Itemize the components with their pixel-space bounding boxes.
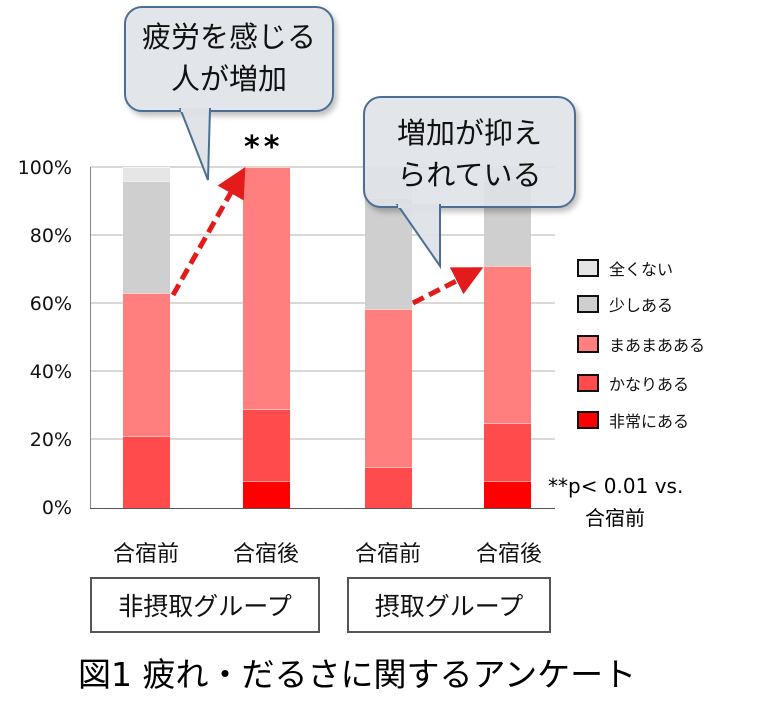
legend-label: かなりある (609, 375, 690, 394)
legend-item-very: 非常にある (577, 408, 689, 432)
y-tick-0: 0% (41, 497, 72, 519)
callout1-line1: 疲労を感じる (141, 20, 316, 54)
legend-item-quite: かなりある (577, 371, 689, 395)
y-tick-20: 20% (29, 429, 72, 451)
gridline (90, 438, 555, 440)
callout-increase-suppressed: 増加が抑え られている (363, 96, 576, 208)
bar-segment (243, 167, 290, 410)
bar-segment (484, 422, 531, 481)
bar-segment (484, 480, 531, 508)
y-tick-40: 40% (29, 361, 72, 383)
gridline (90, 234, 555, 236)
bar-segment (123, 436, 170, 508)
x-axis (90, 508, 555, 509)
bar-segment (123, 180, 170, 294)
y-tick-60: 60% (29, 293, 72, 315)
bar-segment (365, 197, 412, 309)
legend-swatch-icon (577, 259, 599, 277)
x-label: 合宿前 (112, 542, 179, 567)
legend-label: まあまあある (609, 336, 706, 355)
legend-swatch-icon (577, 411, 599, 429)
suppressed-arrow-icon (411, 267, 484, 306)
gridline (90, 302, 555, 304)
y-tick-100: 100% (17, 157, 72, 179)
legend-swatch-icon (577, 335, 599, 353)
y-axis (90, 167, 91, 508)
legend-swatch-icon (577, 295, 599, 313)
x-label: 合宿前 (354, 542, 421, 567)
callout2-line2: られている (397, 158, 542, 192)
legend-label: 非常にある (609, 412, 690, 431)
footnote-line1: **p< 0.01 vs. (548, 474, 684, 498)
bar-segment (123, 167, 170, 181)
gridline (90, 370, 555, 372)
bar-segment (243, 409, 290, 481)
legend-item-little: 少しある (577, 292, 673, 316)
significance-mark: ** (244, 130, 284, 165)
bar-segment (484, 265, 531, 423)
group-label-intake: 摂取グループ (347, 577, 551, 633)
legend-swatch-icon (577, 374, 599, 392)
callout2-tail-icon (395, 204, 441, 270)
y-tick-80: 80% (29, 225, 72, 247)
figure-title: 図1 疲れ・だるさに関するアンケート (78, 655, 637, 694)
callout1-line2: 人が増加 (170, 62, 287, 96)
gridline (90, 166, 555, 168)
bar-segment (365, 308, 412, 468)
bar-segment (365, 467, 412, 508)
x-label: 合宿後 (475, 542, 542, 567)
callout-fatigue-increase: 疲労を感じる 人が増加 (124, 6, 334, 112)
legend-item-moderate: まあまあある (577, 332, 705, 356)
bar-segment (243, 480, 290, 508)
footnote-line2: 合宿前 (585, 506, 645, 530)
group-label-non-intake: 非摂取グループ (90, 577, 320, 633)
callout2-line1: 増加が抑え (396, 116, 542, 150)
increase-arrow-icon (170, 166, 246, 297)
x-label: 合宿後 (232, 542, 299, 567)
bar-segment (123, 293, 170, 437)
legend-label: 少しある (609, 296, 674, 315)
callout1-tail-icon (178, 108, 212, 181)
legend-label: 全くない (609, 260, 674, 279)
legend-item-none: 全くない (577, 256, 673, 280)
